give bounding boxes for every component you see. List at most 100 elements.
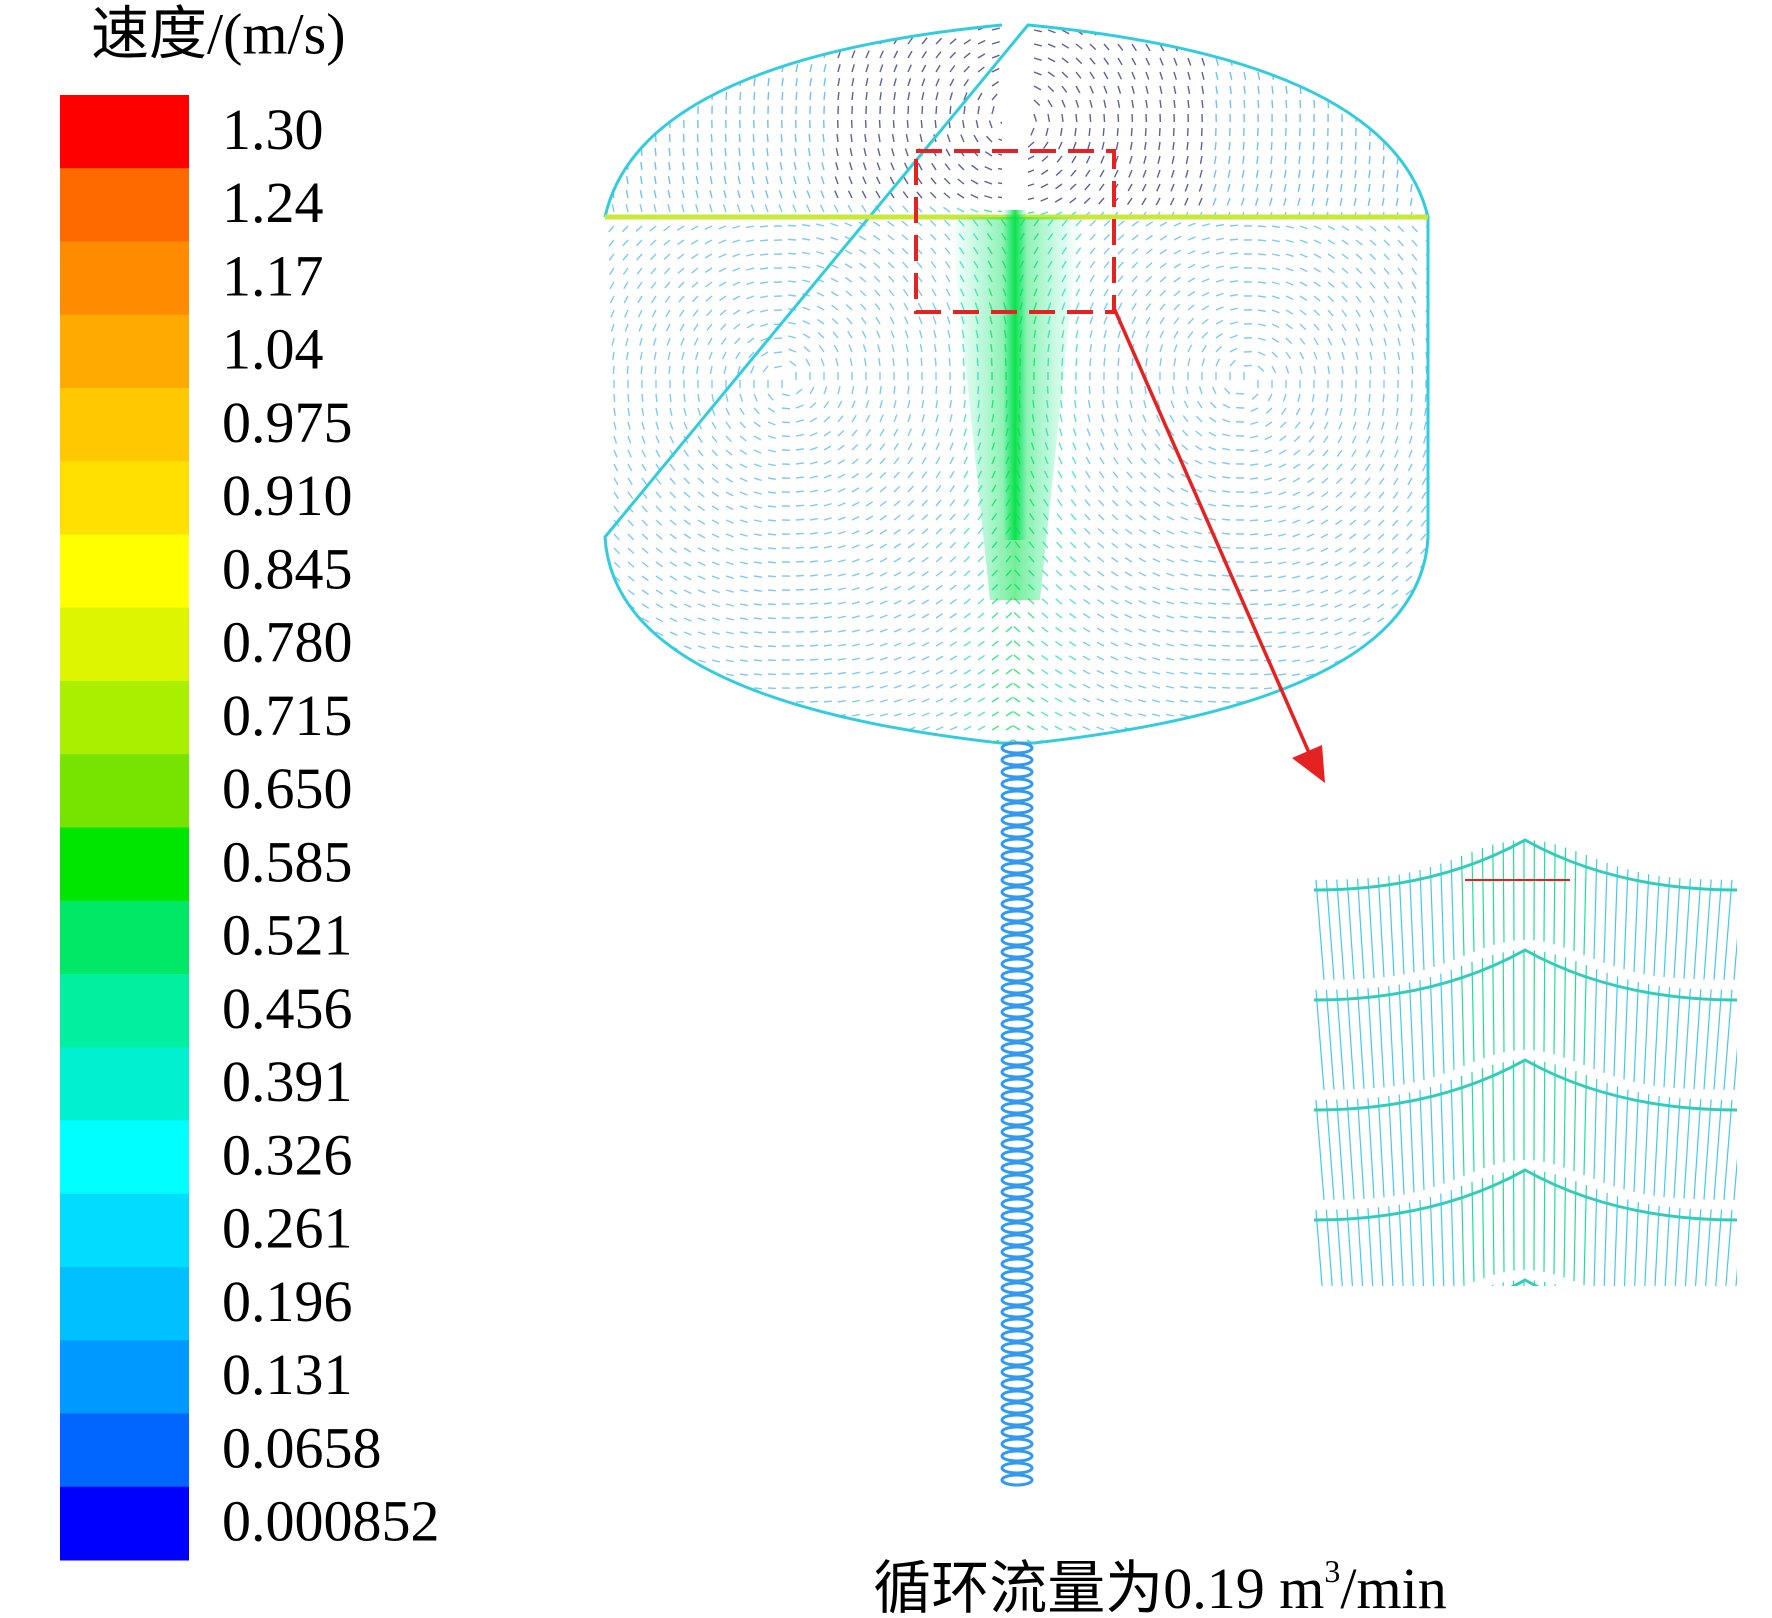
velocity-vector	[831, 304, 839, 311]
velocity-vector	[1152, 671, 1161, 675]
velocity-vector	[725, 715, 735, 719]
inset-vector	[1429, 1087, 1435, 1188]
velocity-vector	[1061, 57, 1069, 64]
velocity-vector	[879, 684, 888, 689]
velocity-vector	[1292, 491, 1301, 497]
velocity-vector	[1362, 687, 1371, 692]
velocity-vector	[1040, 725, 1049, 731]
velocity-vector	[907, 528, 915, 535]
velocity-vector	[1145, 99, 1148, 109]
velocity-vector	[1074, 399, 1077, 409]
velocity-vector	[1405, 561, 1413, 568]
velocity-vector	[1306, 673, 1315, 677]
velocity-vector	[1306, 519, 1315, 525]
velocity-vector	[907, 37, 914, 45]
velocity-vector	[773, 351, 783, 354]
velocity-vector	[1263, 561, 1273, 564]
velocity-vector	[1129, 400, 1133, 409]
velocity-vector	[1369, 309, 1375, 318]
velocity-vector	[669, 589, 678, 595]
velocity-vector	[641, 701, 650, 706]
velocity-vector	[830, 222, 839, 227]
velocity-vector	[851, 487, 860, 493]
velocity-vector	[890, 162, 895, 171]
velocity-vector	[1071, 470, 1077, 479]
velocity-vector	[1056, 155, 1063, 163]
velocity-vector	[1207, 728, 1217, 731]
legend-swatch	[60, 314, 189, 389]
velocity-vector	[907, 471, 914, 479]
velocity-vector	[1419, 617, 1427, 624]
velocity-vector	[949, 38, 957, 45]
inset-vector	[1684, 1319, 1690, 1419]
velocity-vector	[1207, 545, 1217, 549]
velocity-vector	[1320, 617, 1329, 622]
velocity-vector	[1103, 99, 1107, 108]
velocity-vector	[903, 176, 909, 185]
velocity-vector	[889, 176, 895, 185]
velocity-vector	[698, 744, 706, 746]
velocity-vector	[1209, 401, 1217, 409]
velocity-vector	[711, 659, 720, 663]
velocity-vector	[1411, 267, 1418, 276]
velocity-vector	[682, 133, 685, 143]
velocity-vector	[1222, 418, 1231, 423]
velocity-vector	[1201, 29, 1207, 38]
velocity-vector	[1187, 236, 1196, 241]
velocity-vector	[1363, 547, 1371, 554]
velocity-vector	[1130, 127, 1133, 137]
velocity-vector	[683, 77, 686, 87]
velocity-vector	[837, 36, 842, 45]
velocity-vector	[1411, 309, 1416, 318]
velocity-vector	[635, 225, 643, 232]
velocity-vector	[935, 513, 942, 521]
velocity-vector	[1285, 239, 1294, 243]
velocity-vector	[1411, 239, 1418, 247]
velocity-vector	[683, 715, 692, 719]
inset-vector	[1694, 1209, 1702, 1286]
velocity-vector	[991, 668, 999, 675]
velocity-vector	[1187, 317, 1195, 325]
velocity-vector	[1089, 99, 1093, 108]
legend-label: 0.910	[222, 463, 353, 528]
velocity-vector	[1153, 486, 1161, 493]
velocity-vector	[865, 614, 874, 619]
legend-swatch	[60, 534, 189, 609]
velocity-vector	[984, 151, 993, 157]
velocity-vector	[1390, 715, 1399, 720]
velocity-vector	[683, 617, 692, 622]
velocity-vector	[921, 698, 930, 703]
velocity-vector	[725, 631, 734, 635]
velocity-vector	[612, 351, 615, 361]
velocity-vector	[627, 715, 636, 721]
inset-vector	[1715, 1209, 1723, 1286]
velocity-vector	[879, 500, 887, 507]
velocity-vector	[1322, 435, 1329, 444]
pipe-vector	[1000, 1341, 1034, 1355]
velocity-vector	[963, 626, 971, 633]
velocity-vector	[1086, 442, 1091, 451]
velocity-vector	[1096, 613, 1105, 619]
velocity-vector	[1075, 57, 1083, 65]
velocity-vector	[605, 729, 608, 735]
velocity-vector	[1115, 400, 1119, 409]
velocity-vector	[851, 64, 855, 73]
velocity-vector	[1284, 141, 1287, 151]
velocity-vector	[1341, 281, 1349, 289]
velocity-vector	[1367, 197, 1371, 206]
velocity-vector	[930, 261, 937, 269]
velocity-vector	[858, 235, 867, 241]
velocity-vector	[794, 147, 797, 157]
velocity-vector	[873, 262, 881, 269]
velocity-vector	[904, 148, 909, 157]
velocity-vector	[862, 176, 867, 185]
velocity-vector	[935, 726, 944, 731]
velocity-vector	[1313, 351, 1318, 360]
velocity-vector	[1011, 197, 1021, 200]
inset-vector	[1451, 1300, 1454, 1400]
velocity-vector	[725, 603, 734, 607]
velocity-vector	[1057, 484, 1063, 493]
velocity-vector	[1299, 71, 1303, 81]
velocity-vector	[1390, 603, 1399, 610]
velocity-vector	[935, 655, 944, 661]
